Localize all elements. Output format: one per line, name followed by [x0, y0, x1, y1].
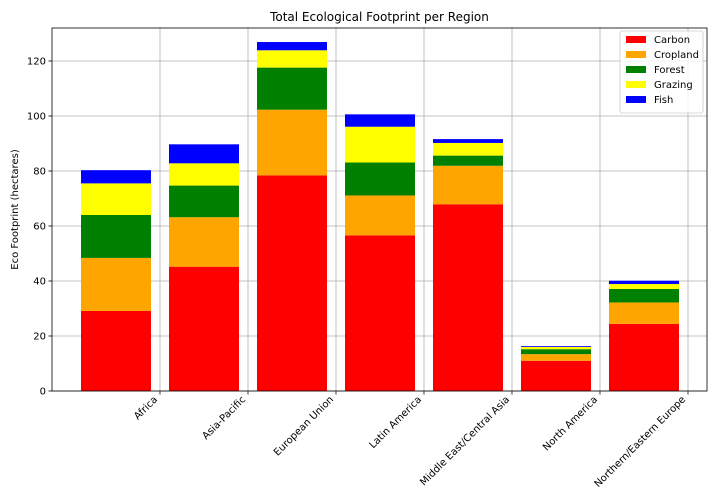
bar-fish-6 — [609, 280, 679, 285]
bar-forest-2 — [257, 67, 327, 110]
bar-cropland-3 — [345, 195, 415, 236]
bar-grazing-4 — [433, 142, 503, 156]
bar-carbon-0 — [81, 310, 151, 391]
legend-swatch-forest — [626, 66, 646, 73]
bar-forest-0 — [81, 215, 151, 258]
y-tick-label: 40 — [33, 277, 46, 288]
legend: Carbon Cropland Forest Grazing Fish — [619, 30, 704, 114]
bar-cropland-0 — [81, 257, 151, 311]
bar-fish-5 — [521, 346, 591, 347]
bar-grazing-6 — [609, 284, 679, 289]
bar-fish-3 — [345, 114, 415, 127]
legend-swatch-fish — [626, 96, 646, 103]
legend-label-carbon: Carbon — [654, 35, 690, 46]
legend-label-cropland: Cropland — [654, 50, 699, 61]
bar-cropland-2 — [257, 109, 327, 176]
bar-forest-4 — [433, 155, 503, 166]
legend-label-grazing: Grazing — [654, 80, 693, 91]
y-axis: 0 20 40 60 80 100 120 — [27, 57, 52, 398]
y-tick-label: 0 — [40, 387, 46, 398]
legend-swatch-carbon — [626, 36, 646, 43]
bar-fish-2 — [257, 42, 327, 51]
bar-carbon-6 — [609, 323, 679, 391]
bar-carbon-4 — [433, 204, 503, 391]
bar-forest-6 — [609, 288, 679, 303]
y-tick-label: 100 — [27, 112, 46, 123]
bar-forest-3 — [345, 162, 415, 196]
bar-fish-4 — [433, 139, 503, 143]
y-tick-label: 80 — [33, 167, 46, 178]
bar-cropland-1 — [169, 217, 239, 267]
bars — [81, 42, 679, 391]
legend-swatch-grazing — [626, 81, 646, 88]
bar-fish-0 — [81, 170, 151, 184]
bar-carbon-3 — [345, 235, 415, 391]
legend-label-fish: Fish — [654, 95, 673, 106]
bar-cropland-5 — [521, 354, 591, 361]
bar-grazing-2 — [257, 50, 327, 68]
legend-swatch-cropland — [626, 51, 646, 58]
chart-title: Total Ecological Footprint per Region — [269, 10, 489, 24]
bar-grazing-0 — [81, 183, 151, 215]
legend-label-forest: Forest — [654, 65, 685, 76]
bar-grazing-5 — [521, 347, 591, 350]
bar-forest-1 — [169, 185, 239, 218]
y-tick-label: 20 — [33, 332, 46, 343]
y-axis-label: Eco Footprint (hectares) — [10, 149, 21, 270]
bar-cropland-6 — [609, 302, 679, 324]
bar-carbon-1 — [169, 266, 239, 391]
bar-carbon-5 — [521, 360, 591, 391]
bar-carbon-2 — [257, 175, 327, 391]
bar-grazing-1 — [169, 163, 239, 186]
bar-grazing-3 — [345, 126, 415, 163]
bar-cropland-4 — [433, 165, 503, 205]
y-tick-label: 120 — [27, 57, 46, 68]
y-tick-label: 60 — [33, 222, 46, 233]
bar-fish-1 — [169, 144, 239, 164]
bar-forest-5 — [521, 349, 591, 355]
plot-frame — [51, 27, 708, 392]
